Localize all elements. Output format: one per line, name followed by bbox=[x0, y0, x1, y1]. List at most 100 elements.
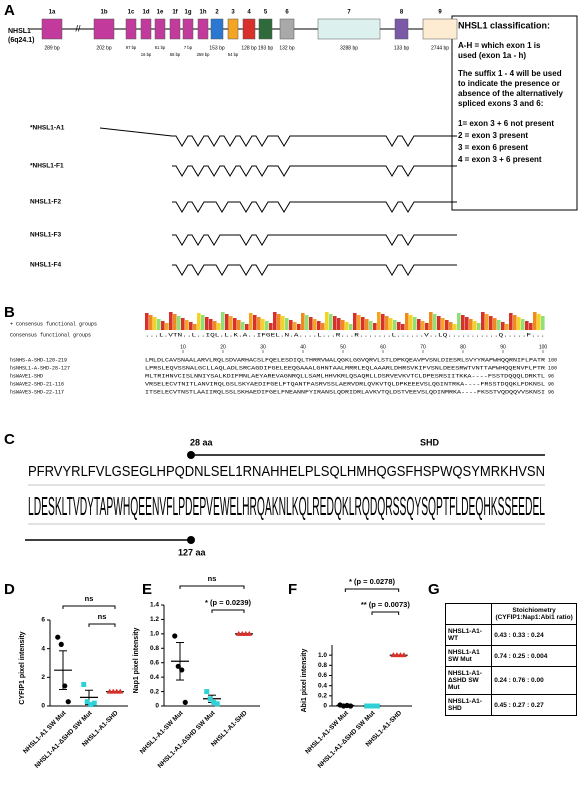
exon-name: 1a bbox=[49, 10, 56, 16]
exon-size: 289 bp bbox=[44, 45, 60, 51]
conservation-bar bbox=[533, 312, 537, 330]
conservation-bar bbox=[541, 316, 545, 330]
point bbox=[182, 699, 188, 705]
conservation-bar bbox=[393, 320, 397, 330]
conservation-bar bbox=[225, 314, 229, 330]
y-tick-label: 1.2 bbox=[150, 616, 159, 623]
consensus-row-label: Consensus functional groups bbox=[10, 332, 91, 338]
y-tick-label: 1.0 bbox=[150, 631, 159, 638]
conservation-bar bbox=[365, 319, 369, 330]
exon-name: 9 bbox=[438, 10, 442, 16]
conservation-bar bbox=[485, 314, 489, 330]
conservation-bar bbox=[149, 315, 153, 330]
exon-name: 2 bbox=[215, 10, 219, 16]
conservation-bar bbox=[161, 321, 165, 330]
conservation-bar bbox=[409, 315, 413, 330]
conservation-bar bbox=[269, 323, 273, 330]
exon bbox=[242, 18, 256, 40]
domain-end: 127 aa bbox=[178, 547, 207, 557]
table-row: NHSL1-A1-WT 0.43 : 0.33 : 0.24 bbox=[444, 624, 577, 646]
conservation-bar bbox=[513, 315, 517, 330]
exon-name: 1f bbox=[172, 10, 178, 16]
conservation-bar bbox=[317, 321, 321, 330]
conservation-bar bbox=[313, 319, 317, 330]
conservation-bar bbox=[273, 312, 277, 330]
point bbox=[65, 699, 71, 705]
conservation-bar bbox=[261, 319, 265, 330]
conservation-bar bbox=[341, 320, 345, 330]
sequence: ITSELECVTNSTLAAIIRQLSSLSKHAEDIFGELFNEANN… bbox=[145, 389, 545, 395]
significance-label: ns bbox=[208, 574, 217, 583]
conservation-bar bbox=[173, 314, 177, 330]
sequence-name: hsWAVE3-SHD-22-117 bbox=[10, 389, 64, 395]
classification-line: 2 = exon 3 present bbox=[458, 131, 528, 140]
conservation-bar bbox=[333, 316, 337, 330]
conservation-bar bbox=[437, 316, 441, 330]
conservation-bar bbox=[401, 324, 405, 330]
conservation-bar bbox=[309, 317, 313, 330]
significance-bracket bbox=[88, 623, 116, 627]
significance-label: ns bbox=[98, 612, 107, 621]
domain-start: 28 aa bbox=[190, 437, 214, 447]
conservation-bar bbox=[277, 314, 281, 330]
gene-name: NHSL1 bbox=[8, 28, 31, 35]
exon bbox=[394, 18, 409, 40]
panel-label: F bbox=[288, 581, 297, 598]
significance-label: ns bbox=[85, 594, 94, 603]
exon-name: 6 bbox=[285, 10, 289, 16]
conservation-bar bbox=[465, 317, 469, 330]
point bbox=[371, 703, 377, 709]
classification-line: 3 = exon 6 present bbox=[458, 143, 528, 152]
classification-line: The suffix 1 - 4 will be used bbox=[458, 69, 562, 78]
table-header-row: Stoichiometry (CYFIP1:Nap1:Abi1 ratio) bbox=[444, 603, 577, 625]
exon-name: 4 bbox=[247, 10, 251, 16]
conservation-bar bbox=[413, 317, 417, 330]
point bbox=[214, 701, 220, 707]
conservation-bar bbox=[305, 315, 309, 330]
y-tick-label: 0 bbox=[323, 703, 327, 710]
exon bbox=[258, 18, 273, 40]
conservation-bar bbox=[257, 317, 261, 330]
exon bbox=[227, 18, 239, 40]
conservation-bar bbox=[293, 322, 297, 330]
conservation-bar bbox=[237, 320, 241, 330]
conservation-bar bbox=[421, 321, 425, 330]
significance-bracket bbox=[344, 588, 400, 592]
table-corner bbox=[444, 603, 493, 625]
y-tick-label: 1.0 bbox=[318, 652, 327, 659]
exon-size: 61 bp bbox=[155, 45, 166, 50]
point bbox=[55, 634, 61, 640]
domain-start-dot bbox=[187, 451, 195, 459]
domain-end-dot bbox=[187, 536, 195, 544]
y-axis-label: CYFIP1 pixel intensity bbox=[19, 631, 26, 704]
splice-pattern bbox=[172, 234, 457, 246]
conservation-bar bbox=[441, 318, 445, 330]
classification-box bbox=[451, 15, 578, 211]
isoform-name: *NHSL1-A1 bbox=[30, 125, 65, 132]
point bbox=[175, 663, 181, 669]
conservation-bar bbox=[213, 321, 217, 330]
conservation-bar bbox=[201, 315, 205, 330]
significance-label: ** (p = 0.0073) bbox=[361, 600, 410, 609]
point bbox=[179, 667, 185, 673]
y-axis-label: Abi1 pixel intensity bbox=[301, 648, 308, 712]
exon-size: 132 bp bbox=[279, 45, 295, 51]
ruler-number: 40 bbox=[300, 344, 306, 350]
ruler-number: 80 bbox=[460, 344, 466, 350]
exon bbox=[210, 18, 224, 40]
conservation-bar bbox=[505, 324, 509, 330]
y-tick-label: 1.4 bbox=[150, 602, 159, 609]
splice-pattern bbox=[172, 201, 457, 213]
table-cell: 0.43 : 0.33 : 0.24 bbox=[491, 624, 577, 646]
y-tick-label: 0 bbox=[155, 703, 159, 710]
consensus-sequence: ...L.VTN..L..IQL.L.K.A..IFGEL.N.A....L..… bbox=[145, 332, 545, 338]
exon bbox=[317, 18, 381, 40]
ruler-number: 20 bbox=[220, 344, 226, 350]
ruler-number: 70 bbox=[420, 344, 426, 350]
y-tick-label: 2 bbox=[41, 674, 45, 681]
table-header: Stoichiometry (CYFIP1:Nap1:Abi1 ratio) bbox=[491, 603, 577, 625]
significance-label: * (p = 0.0239) bbox=[205, 598, 252, 607]
splice-pattern bbox=[172, 264, 457, 276]
splice-pattern bbox=[172, 165, 457, 177]
